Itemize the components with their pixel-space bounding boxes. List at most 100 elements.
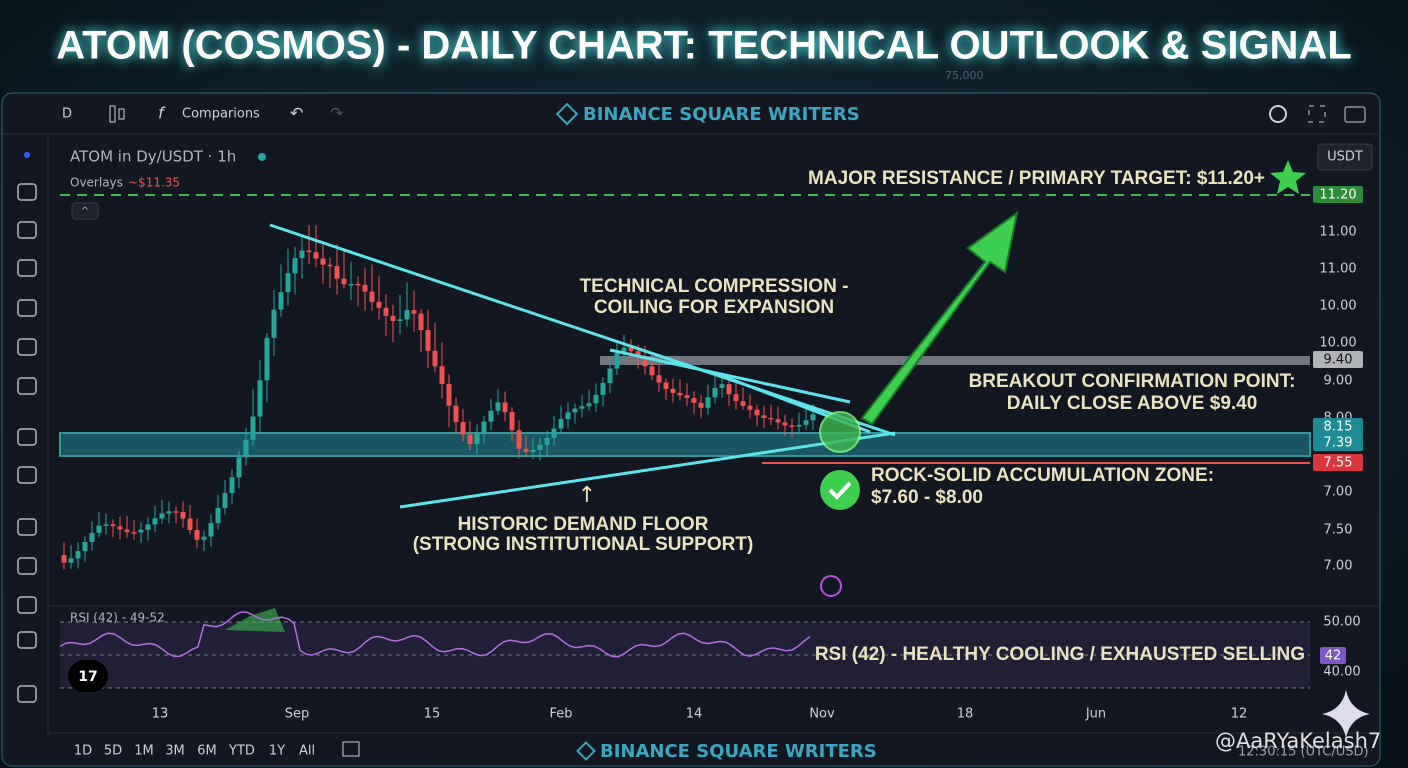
- range-button[interactable]: 3M: [165, 744, 185, 759]
- candle-body: [103, 524, 109, 526]
- candle-body: [467, 434, 473, 445]
- price-tag: [1313, 351, 1363, 368]
- rsi-overbought: [225, 608, 285, 632]
- candle-body: [684, 395, 690, 398]
- price-label: 10.00: [1319, 336, 1356, 351]
- title: ATOM (COSMOS) - DAILY CHART: TECHNICAL O…: [56, 24, 1352, 68]
- tool-icon[interactable]: [17, 377, 37, 395]
- candle-body: [747, 405, 753, 410]
- price-label: 7.00: [1324, 485, 1353, 500]
- candle-body: [159, 513, 165, 519]
- tool-icon[interactable]: [17, 338, 37, 356]
- candle-body: [313, 252, 319, 259]
- settings[interactable]: [1269, 105, 1287, 123]
- candle-body: [607, 368, 613, 383]
- screenshot-button[interactable]: [1344, 106, 1366, 123]
- candle-body: [348, 283, 354, 286]
- trend-line: [399, 431, 896, 509]
- price-label: 10.00: [1319, 299, 1356, 314]
- range-button[interactable]: All: [299, 744, 315, 759]
- candle-body: [600, 382, 606, 395]
- annotation: (STRONG INSTITUTIONAL SUPPORT): [413, 534, 754, 555]
- candle-body: [726, 384, 732, 395]
- redo[interactable]: ↷: [330, 104, 344, 123]
- candle-body: [75, 551, 81, 559]
- range-button[interactable]: 6M: [197, 744, 217, 759]
- tool-icon[interactable]: [17, 299, 37, 317]
- currency[interactable]: USDT: [1327, 150, 1363, 165]
- candle-body: [453, 405, 459, 423]
- currency-box[interactable]: [1317, 143, 1373, 171]
- price-tag-label: 7.55: [1324, 456, 1353, 471]
- fx-icon[interactable]: f: [158, 104, 166, 123]
- candle-body: [131, 532, 137, 534]
- candle-body: [397, 319, 403, 321]
- candle-body: [180, 512, 186, 519]
- candle-body: [789, 425, 795, 427]
- collapse-button[interactable]: [71, 202, 99, 220]
- check-badge: [820, 470, 860, 510]
- candle-body: [173, 511, 179, 513]
- candle-body: [768, 417, 774, 420]
- tool-icon[interactable]: [17, 466, 37, 484]
- candle-body: [761, 415, 767, 418]
- candle-body: [593, 394, 599, 404]
- candle-body: [740, 401, 746, 406]
- range-button[interactable]: 5D: [104, 744, 122, 759]
- candle-icon[interactable]: [109, 105, 116, 123]
- candle-body: [649, 366, 655, 376]
- tool-icon[interactable]: [17, 428, 37, 446]
- tool-icon[interactable]: [17, 596, 37, 614]
- tool-icon[interactable]: [24, 152, 30, 158]
- candle-body: [775, 419, 781, 423]
- tool-icon[interactable]: [17, 259, 37, 277]
- candle-body: [355, 283, 361, 286]
- candle-body: [89, 532, 95, 542]
- candle-body: [621, 347, 627, 354]
- fullscreen[interactable]: [1308, 105, 1326, 123]
- candle-body: [201, 536, 207, 540]
- collapse-icon[interactable]: ^: [81, 206, 89, 217]
- candle-icon[interactable]: [118, 108, 125, 120]
- price-label: 7.00: [1324, 559, 1353, 574]
- candle-body: [292, 258, 298, 274]
- candle-body: [523, 448, 529, 452]
- interval[interactable]: D: [62, 107, 72, 122]
- drawing-tools: [17, 152, 37, 703]
- price-tag: [1313, 454, 1363, 471]
- candle-body: [663, 382, 669, 389]
- rsi-axis: 50.00: [1323, 615, 1360, 630]
- price-tag-label: 11.20: [1319, 188, 1356, 203]
- price-label: 7.50: [1324, 523, 1353, 538]
- candle-body: [670, 388, 676, 393]
- tool-icon[interactable]: [17, 685, 37, 703]
- tool-icon[interactable]: [17, 557, 37, 575]
- candle-body: [495, 402, 501, 411]
- rsi-tag-label: 42: [1325, 649, 1342, 664]
- tool-icon[interactable]: [17, 631, 37, 649]
- calendar-icon[interactable]: [342, 741, 360, 757]
- candle-body: [341, 278, 347, 285]
- price-tag: [1313, 418, 1363, 435]
- undo[interactable]: ↶: [290, 104, 303, 123]
- candle-body: [544, 438, 550, 445]
- tool-icon[interactable]: [17, 183, 37, 201]
- compare-button[interactable]: Comparions: [182, 107, 260, 122]
- range-button[interactable]: 1D: [74, 744, 92, 759]
- candle-body: [425, 330, 431, 351]
- candle-body: [460, 422, 466, 435]
- tool-icon[interactable]: [17, 518, 37, 536]
- candle-body: [264, 337, 270, 381]
- accumulation-zone: [59, 432, 1311, 457]
- tool-icon[interactable]: [17, 221, 37, 239]
- range-button[interactable]: 1M: [134, 744, 154, 759]
- candle-body: [110, 524, 116, 527]
- range-button[interactable]: YTD: [228, 744, 255, 759]
- time-label: 18: [957, 707, 974, 722]
- overlays: Overlays: [70, 176, 123, 190]
- time-label: Nov: [809, 707, 835, 722]
- time-label: Feb: [549, 707, 572, 722]
- range-button[interactable]: 1Y: [269, 744, 285, 759]
- price-label: 11.00: [1319, 225, 1356, 240]
- candle-body: [243, 439, 249, 458]
